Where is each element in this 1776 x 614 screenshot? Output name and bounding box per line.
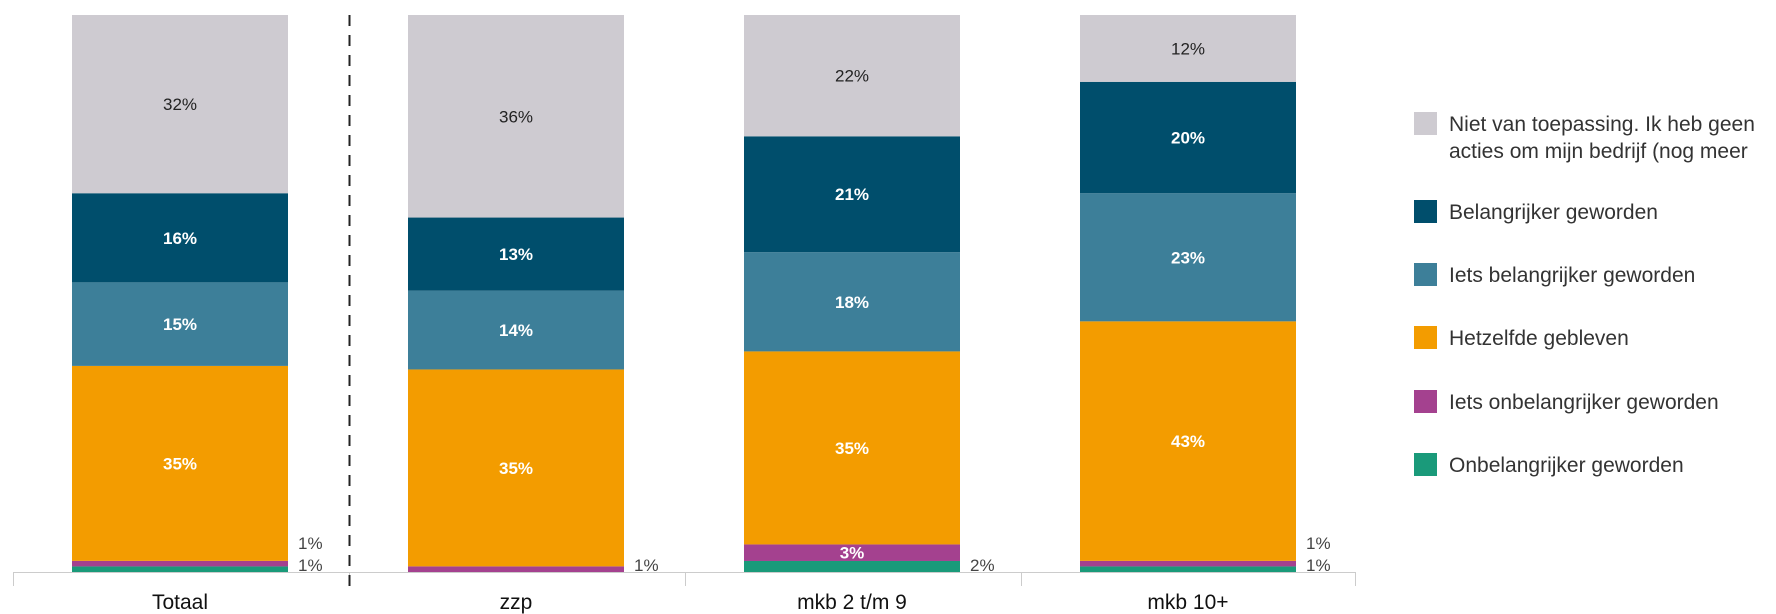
bar-segment-2-3	[744, 252, 960, 352]
bar-segment-1-1	[408, 566, 624, 572]
bar-segment-1-5	[408, 15, 624, 218]
legend-label: Onbelangrijker geworden	[1449, 454, 1684, 477]
legend-label-line2: acties om mijn bedrijf (nog meer	[1449, 140, 1748, 163]
bar-value-label: 22%	[835, 67, 869, 86]
bar-value-label: 14%	[499, 321, 533, 340]
bar-side-value-label: 1%	[298, 534, 323, 553]
bar-side-value-label: 1%	[634, 556, 659, 575]
bar-segment-1-3	[408, 290, 624, 370]
legend-label: Niet van toepassing. Ik heb geen	[1449, 113, 1755, 136]
bar-side-value-label: 2%	[970, 556, 995, 575]
legend-swatch	[1414, 390, 1437, 413]
bar-segment-0-2	[72, 365, 288, 561]
bar-value-label: 35%	[499, 459, 533, 478]
bar-segment-0-3	[72, 282, 288, 366]
bar-value-label: 12%	[1171, 39, 1205, 58]
bar-value-label: 36%	[499, 107, 533, 126]
bar-segment-3-0	[1080, 566, 1296, 572]
bar-value-label: 20%	[1171, 129, 1205, 148]
bar-segment-0-0	[72, 566, 288, 572]
legend-swatch	[1414, 453, 1437, 476]
legend-label: Iets onbelangrijker geworden	[1449, 391, 1719, 414]
bar-segment-2-0	[744, 560, 960, 572]
bar-value-label: 35%	[835, 439, 869, 458]
legend-label: Hetzelfde gebleven	[1449, 327, 1629, 350]
bar-value-label: 3%	[840, 544, 865, 563]
legend: Niet van toepassing. Ik heb geen acties o…	[1414, 112, 1755, 477]
bar-segment-3-4	[1080, 81, 1296, 194]
bar-segment-3-3	[1080, 193, 1296, 322]
bar-segment-2-4	[744, 136, 960, 253]
bar-segment-2-2	[744, 351, 960, 545]
bar-side-value-label: 1%	[1306, 534, 1331, 553]
bar-value-label: 15%	[163, 315, 197, 334]
bar-side-value-label: 1%	[1306, 556, 1331, 575]
x-tick-label: Totaal	[152, 591, 208, 614]
bar-value-label: 18%	[835, 293, 869, 312]
bar-segment-0-1	[72, 560, 288, 567]
bar-segment-2-5	[744, 15, 960, 137]
legend-swatch	[1414, 263, 1437, 286]
bar-segment-1-4	[408, 217, 624, 291]
bars-layer: 35% 15% 16% 32% 1% 1% 35% 14% 13% 36% 1% 3% 35% 18% 21…	[72, 15, 1331, 575]
legend-label: Iets belangrijker geworden	[1449, 264, 1695, 287]
legend-swatch	[1414, 112, 1437, 135]
bar-segment-3-2	[1080, 321, 1296, 561]
x-tick-label: mkb 10+	[1147, 591, 1228, 614]
legend-label: Belangrijker geworden	[1449, 201, 1658, 224]
bar-segment-2-1	[744, 544, 960, 561]
bar-value-label: 43%	[1171, 432, 1205, 451]
bar-side-value-label: 1%	[298, 556, 323, 575]
bar-segment-1-2	[408, 369, 624, 567]
bar-value-label: 21%	[835, 185, 869, 204]
x-tick-label: mkb 2 t/m 9	[797, 591, 907, 614]
x-axis: Totaal zzp mkb 2 t/m 9 mkb 10+	[13, 15, 1356, 614]
legend-swatch	[1414, 326, 1437, 349]
bar-value-label: 35%	[163, 454, 197, 473]
bar-value-label: 23%	[1171, 248, 1205, 267]
bar-value-label: 32%	[163, 95, 197, 114]
bar-value-label: 13%	[499, 245, 533, 264]
bar-segment-0-4	[72, 193, 288, 283]
bar-segment-3-1	[1080, 560, 1296, 567]
x-tick-label: zzp	[500, 591, 533, 614]
bar-segment-3-5	[1080, 15, 1296, 82]
bar-segment-0-5	[72, 15, 288, 194]
legend-swatch	[1414, 200, 1437, 223]
bar-value-label: 16%	[163, 229, 197, 248]
